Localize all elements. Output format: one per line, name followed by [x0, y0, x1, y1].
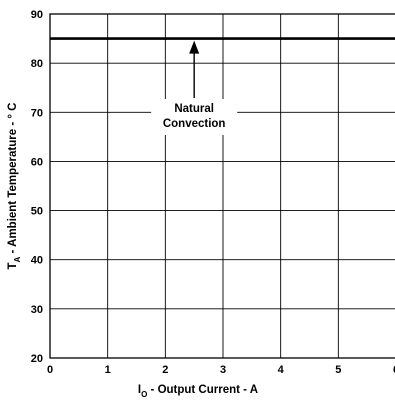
- x-tick-label: 1: [105, 364, 111, 376]
- y-tick-label: 70: [31, 107, 43, 119]
- y-tick-label: 30: [31, 304, 43, 316]
- x-tick-label: 2: [162, 364, 168, 376]
- y-tick-label: 20: [31, 353, 43, 365]
- y-tick-label: 40: [31, 255, 43, 267]
- x-axis-label-sub: O: [141, 390, 147, 399]
- annotation-text: Natural: [174, 103, 214, 115]
- x-tick-label: 3: [220, 364, 226, 376]
- y-tick-label: 80: [31, 58, 43, 70]
- y-tick-label: 60: [31, 156, 43, 168]
- plot-frame: [49, 13, 395, 359]
- y-tick-labels: 20 30 40 50 60 70 80 90: [31, 9, 43, 365]
- grid: [49, 13, 395, 359]
- x-tick-label: 0: [47, 364, 53, 376]
- x-axis-label-main: I: [138, 384, 141, 396]
- y-axis-label: TA - Ambient Temperature - ° C: [7, 103, 22, 270]
- x-tick-label: 5: [335, 364, 341, 376]
- annotation-arrowhead: [189, 40, 200, 54]
- x-axis-label-rest: - Output Current - A: [147, 384, 258, 396]
- y-tick-label: 90: [31, 9, 43, 21]
- y-axis-label-sub: A: [13, 256, 22, 262]
- x-axis-label: IO - Output Current - A: [138, 384, 258, 399]
- y-axis-label-rest: - Ambient Temperature - ° C: [7, 103, 19, 257]
- annotation-background: [151, 99, 238, 135]
- x-tick-label: 6: [393, 364, 395, 376]
- annotation-text: Convection: [163, 118, 226, 130]
- y-axis-label-main: T: [7, 262, 19, 269]
- x-tick-labels: 0 1 2 3 4 5 6: [47, 364, 395, 376]
- annotation: Natural Convection: [151, 40, 238, 135]
- x-tick-label: 4: [278, 364, 285, 376]
- y-tick-label: 50: [31, 206, 43, 218]
